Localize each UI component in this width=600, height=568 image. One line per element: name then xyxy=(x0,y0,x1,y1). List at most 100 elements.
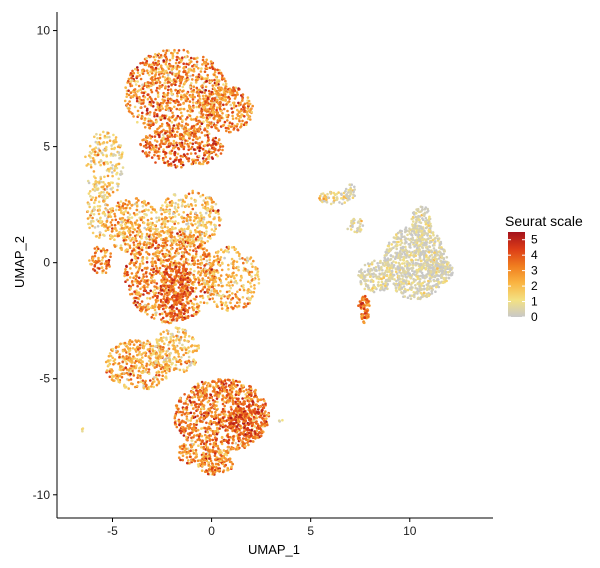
cell-point xyxy=(144,203,148,207)
cell-point xyxy=(178,107,182,111)
cell-point xyxy=(188,100,192,103)
cell-point xyxy=(107,131,110,135)
cell-point xyxy=(160,212,163,216)
cell-point xyxy=(184,351,188,355)
cell-point xyxy=(231,397,234,401)
cell-point xyxy=(235,91,239,94)
cell-point xyxy=(195,86,199,90)
cell-point xyxy=(208,148,211,151)
cell-point xyxy=(136,353,139,357)
cell-point xyxy=(197,270,200,274)
cell-point xyxy=(98,149,101,152)
cell-point xyxy=(139,77,143,81)
cell-point xyxy=(242,284,245,287)
cell-point xyxy=(170,68,174,71)
cell-point xyxy=(141,111,144,115)
cell-point xyxy=(185,287,189,290)
cell-point xyxy=(177,103,180,107)
cell-point xyxy=(113,245,117,248)
cell-point xyxy=(154,298,158,302)
cell-point xyxy=(106,162,109,165)
cell-point xyxy=(247,99,251,103)
cell-point xyxy=(130,364,133,368)
cell-point xyxy=(156,114,159,118)
cell-point xyxy=(256,275,260,278)
cell-point xyxy=(159,130,163,134)
cell-point xyxy=(127,107,130,110)
cell-point xyxy=(161,156,165,160)
cell-point xyxy=(205,279,209,283)
cell-point xyxy=(203,151,206,155)
cell-point xyxy=(189,234,193,238)
cell-point xyxy=(125,355,128,358)
cell-point xyxy=(174,262,178,266)
cell-point xyxy=(172,341,176,345)
cell-point xyxy=(103,175,106,179)
cell-point xyxy=(189,74,192,78)
cell-point xyxy=(222,83,225,86)
cell-point xyxy=(90,212,93,215)
cell-point xyxy=(189,419,192,422)
cell-point xyxy=(144,271,148,275)
cell-point xyxy=(153,135,157,138)
cell-point xyxy=(144,138,147,141)
cell-point xyxy=(139,88,143,91)
cell-point xyxy=(210,125,213,129)
cell-point xyxy=(162,231,166,234)
cell-point xyxy=(153,308,157,312)
cell-point xyxy=(130,76,133,80)
cell-point xyxy=(175,317,178,320)
cell-point xyxy=(169,290,172,293)
cell-point xyxy=(253,278,256,281)
cell-point xyxy=(132,71,136,75)
cell-point xyxy=(100,258,104,262)
cell-point xyxy=(183,232,186,236)
cell-point xyxy=(123,274,126,278)
cell-point xyxy=(188,248,192,252)
cell-point xyxy=(204,207,207,210)
cell-point xyxy=(182,66,185,70)
cell-point xyxy=(194,211,197,215)
cell-point xyxy=(162,360,165,364)
cell-point xyxy=(180,133,183,136)
cell-point xyxy=(137,276,141,280)
cell-point xyxy=(91,216,94,220)
cell-point xyxy=(207,268,210,272)
cell-point xyxy=(130,95,133,98)
cell-point xyxy=(193,126,196,130)
cell-point xyxy=(206,155,210,159)
cell-point xyxy=(179,111,183,115)
cell-point xyxy=(214,83,218,87)
cell-point xyxy=(96,137,99,140)
cell-point xyxy=(249,118,252,121)
cell-point xyxy=(185,360,188,364)
cell-point xyxy=(129,226,132,230)
cell-point xyxy=(210,228,214,231)
cell-point xyxy=(209,60,213,63)
cell-point xyxy=(161,226,164,230)
cell-point xyxy=(129,72,133,75)
cell-point xyxy=(164,69,168,73)
cell-point xyxy=(191,101,195,104)
cell-point xyxy=(127,342,130,346)
cell-point xyxy=(146,111,149,115)
cell-point xyxy=(150,104,153,107)
cell-point xyxy=(149,225,153,229)
cell-point xyxy=(221,262,224,265)
cell-point xyxy=(159,108,162,112)
cell-point xyxy=(127,79,130,83)
cell-point xyxy=(95,235,98,238)
cell-point xyxy=(236,108,239,112)
cell-point xyxy=(166,239,169,243)
cell-point xyxy=(124,206,128,210)
cell-point xyxy=(217,129,220,132)
cell-point xyxy=(131,203,134,207)
cell-point xyxy=(208,92,211,96)
cell-point xyxy=(174,159,177,162)
cell-point xyxy=(188,278,192,282)
cell-point xyxy=(201,253,205,257)
cell-point xyxy=(211,65,214,69)
cell-point xyxy=(189,141,192,145)
cell-point xyxy=(107,258,111,262)
cell-point xyxy=(210,144,213,147)
